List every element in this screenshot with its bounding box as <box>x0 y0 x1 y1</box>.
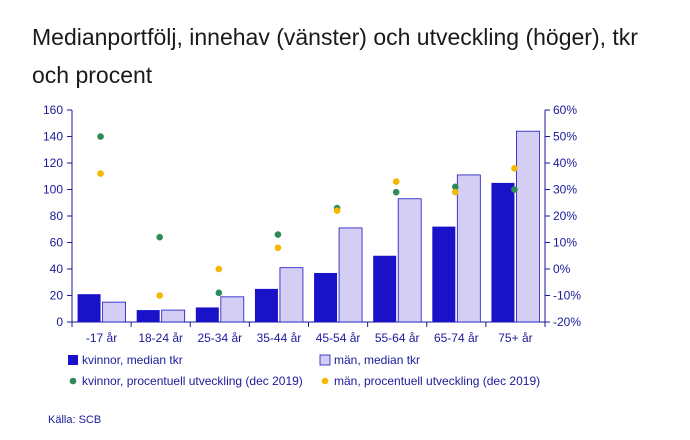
bar-man <box>397 198 422 323</box>
right-tick-label: 60% <box>553 103 577 117</box>
point-man <box>156 292 163 299</box>
x-tick-label: 35-44 år <box>257 331 302 345</box>
left-tick-label: 0 <box>56 315 63 329</box>
right-tick-label: -10% <box>553 289 581 303</box>
point-man <box>97 170 104 177</box>
x-tick-label: 18-24 år <box>138 331 183 345</box>
point-man <box>452 188 459 196</box>
point-kvinnor <box>511 186 518 193</box>
x-tick-label: -17 år <box>86 331 117 345</box>
bar-kvinnor <box>491 182 515 322</box>
point-kvinnor <box>274 231 282 238</box>
bar-man <box>102 301 126 323</box>
point-man <box>274 244 282 252</box>
legend-swatch <box>69 377 77 385</box>
bar-kvinnor <box>136 310 160 322</box>
legend-label: män, median tkr <box>334 353 420 367</box>
point-man <box>511 165 518 172</box>
bar-man <box>456 174 481 323</box>
point-man <box>333 207 341 214</box>
bar-kvinnor <box>254 288 278 322</box>
x-tick-label: 55-64 år <box>375 331 420 345</box>
right-tick-label: 40% <box>553 156 577 170</box>
left-tick-label: 160 <box>43 103 63 117</box>
bar-man <box>220 296 245 323</box>
left-tick-label: 140 <box>43 130 63 144</box>
legend-swatch <box>321 377 329 385</box>
point-man <box>392 178 400 185</box>
bar-man <box>161 309 186 323</box>
right-tick-label: 50% <box>553 130 577 144</box>
x-tick-label: 65-74 år <box>434 331 479 345</box>
x-tick-label: 45-54 år <box>316 331 361 345</box>
legend-label: män, procentuell utveckling (dec 2019) <box>334 374 540 388</box>
legend-swatch <box>68 355 78 365</box>
x-tick-label: 25-34 år <box>197 331 242 345</box>
point-kvinnor <box>156 233 163 241</box>
bar-kvinnor <box>373 255 397 322</box>
bar-kvinnor <box>77 294 101 322</box>
point-man <box>215 265 223 273</box>
bar-kvinnor <box>432 226 456 322</box>
legend-swatch <box>319 354 331 366</box>
right-tick-label: 30% <box>553 183 577 197</box>
bar-kvinnor <box>195 307 219 322</box>
bar-man <box>279 267 304 323</box>
point-kvinnor <box>392 188 400 196</box>
point-kvinnor <box>452 183 459 191</box>
right-tick-label: 10% <box>553 236 577 250</box>
chart-title: Medianportfölj, innehav (vänster) och ut… <box>32 24 638 88</box>
bar-man <box>338 227 363 323</box>
right-tick-label: -20% <box>553 315 581 329</box>
left-tick-label: 80 <box>50 209 64 223</box>
right-tick-label: 0% <box>553 262 571 276</box>
left-tick-label: 100 <box>43 183 63 197</box>
right-tick-label: 20% <box>553 209 577 223</box>
source-note: Källa: SCB <box>48 414 102 426</box>
left-tick-label: 60 <box>50 236 64 250</box>
bar-kvinnor <box>314 272 338 322</box>
legend-label: kvinnor, procentuell utveckling (dec 201… <box>82 374 303 388</box>
left-tick-label: 40 <box>50 262 64 276</box>
x-tick-label: 75+ år <box>498 331 532 345</box>
point-kvinnor <box>215 289 223 297</box>
left-tick-label: 120 <box>43 156 63 170</box>
point-kvinnor <box>97 133 104 140</box>
legend-label: kvinnor, median tkr <box>82 353 183 367</box>
bar-man <box>516 130 540 323</box>
left-tick-label: 20 <box>50 289 64 303</box>
